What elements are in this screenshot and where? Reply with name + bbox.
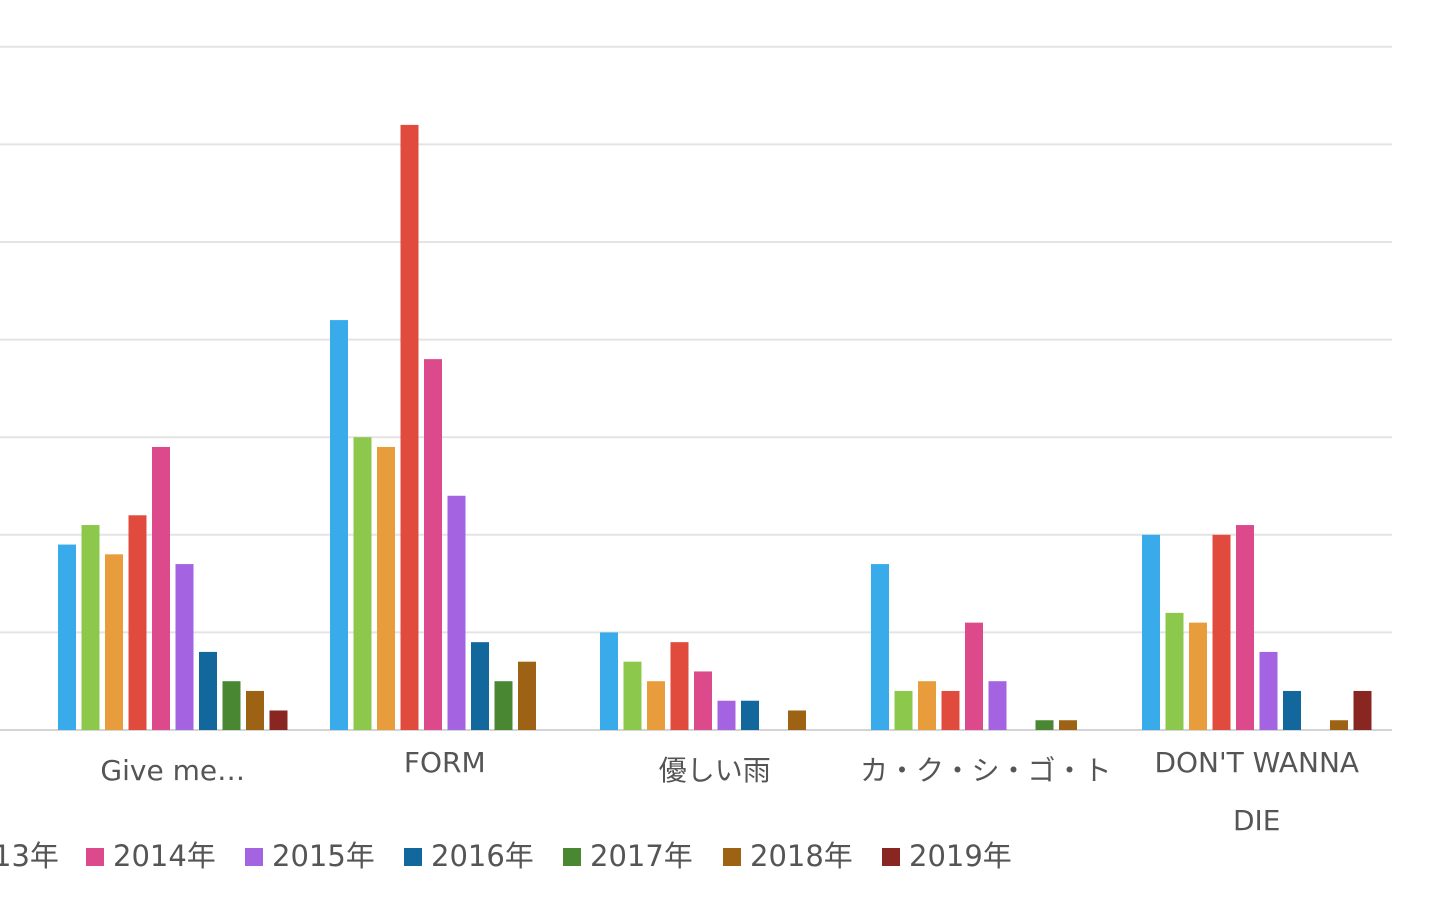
bar [623,661,642,730]
bar [647,681,665,730]
legend-label: 2018年 [750,839,853,873]
bar [1189,622,1207,730]
bar [741,700,759,730]
legend-item: 2014年 [86,839,216,873]
legend-label: 2016年 [431,839,534,873]
bar [1035,720,1054,730]
bar [670,642,689,730]
bar [1353,690,1372,730]
bar [353,437,372,730]
bar [717,700,736,730]
bar [330,320,348,730]
legend-swatch [723,848,741,866]
x-tick-label: Give me… [100,754,245,787]
bar [918,681,936,730]
bar [518,661,536,730]
legend-item: 2017年 [563,839,693,873]
bar [1283,690,1301,730]
x-tick-label: FORM [404,746,486,779]
bar [471,642,489,730]
bar [988,681,1007,730]
bar [494,681,513,730]
legend-label: 2015年 [272,839,375,873]
x-tick-label: DON'T WANNA [1154,746,1359,779]
bar [1212,534,1231,730]
legend-swatch [404,848,422,866]
bar [694,671,712,730]
bar [377,446,395,730]
bar [81,525,100,730]
bar [105,554,123,730]
bar [871,564,889,730]
bar [246,690,264,730]
legend-swatch [882,848,900,866]
bar [1059,720,1077,730]
bar [941,690,960,730]
bar [1142,534,1160,730]
legend-item: 13年 [0,839,59,873]
legend-swatch [86,848,104,866]
bar [128,515,147,730]
legend-swatch [563,848,581,866]
bar [1330,720,1348,730]
bar [424,359,442,730]
legend-item: 2018年 [723,839,853,873]
bar [600,632,618,730]
bar [1259,651,1278,730]
bar [222,681,241,730]
bar [447,495,466,730]
legend-label: 2019年 [909,839,1012,873]
legend-item: 2015年 [245,839,375,873]
x-tick-labels: Give me… FORM 優しい雨 カ・ク・シ・ゴ・ト DON'T WANNA DIE [100,746,1359,837]
bar [269,710,288,730]
bar [152,446,170,730]
legend-label: 2017年 [590,839,693,873]
bar [175,564,194,730]
bar [58,544,76,730]
bar [894,690,913,730]
bar [1236,525,1254,730]
legend: 13年 2014年 2015年 2016年 2017年 2018年 2019年 [0,839,1012,873]
x-tick-label: カ・ク・シ・ゴ・ト [860,754,1111,787]
bar [965,622,983,730]
legend-item: 2019年 [882,839,1012,873]
legend-item: 2016年 [404,839,534,873]
x-tick-label: DIE [1233,804,1281,837]
legend-label: 2014年 [113,839,216,873]
bar [400,124,419,730]
bar [199,651,217,730]
bar [788,710,806,730]
legend-label: 13年 [0,839,59,873]
x-tick-label: 優しい雨 [659,754,771,787]
bar [1165,612,1184,730]
gridlines [0,45,1392,731]
legend-swatch [245,848,263,866]
bars [58,124,1372,730]
